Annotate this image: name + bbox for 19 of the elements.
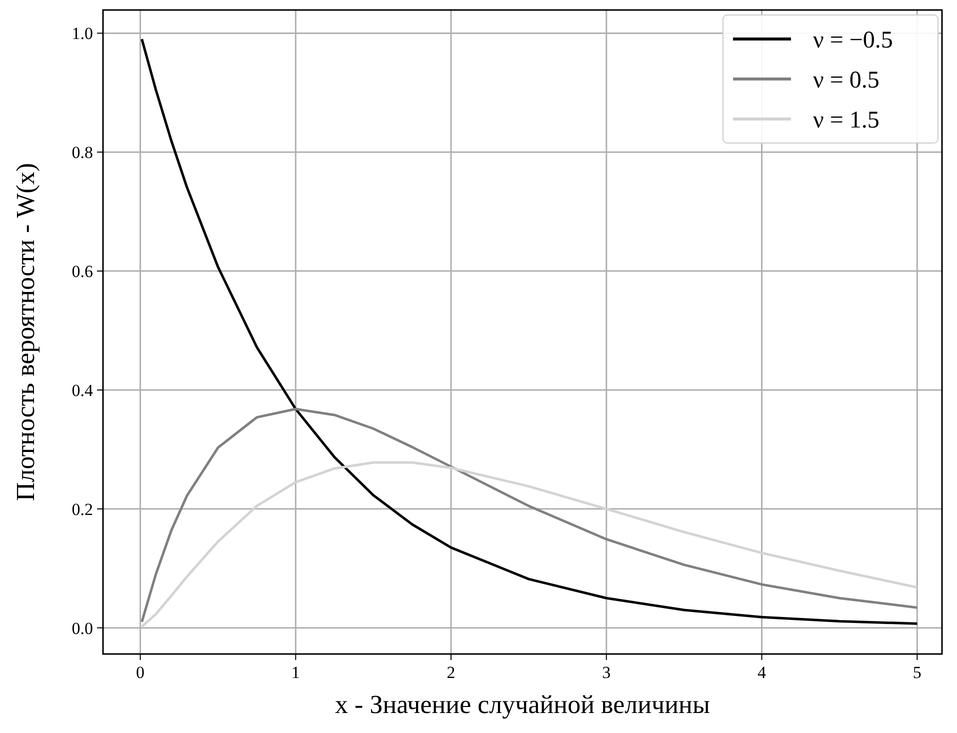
x-axis-title: x - Значение случайной величины: [335, 690, 710, 719]
x-tick-label: 0: [136, 663, 145, 682]
legend-label: ν = −0.5: [813, 27, 893, 54]
y-tick-label: 1.0: [72, 24, 93, 44]
legend-label: ν = 1.5: [813, 107, 880, 134]
line-series: [140, 461, 918, 628]
y-tick-label: 0.2: [72, 500, 93, 519]
y-tick-label: 0.6: [72, 262, 93, 281]
y-axis-title: Плотность вероятности - W(x): [11, 163, 40, 501]
y-tick-label: 0.4: [72, 380, 94, 400]
y-tick-label: 0.0: [72, 618, 93, 638]
line-series: [140, 408, 918, 624]
y-tick-label: 0.8: [72, 143, 93, 162]
x-tick-label: 5: [912, 663, 922, 682]
legend-label: ν = 0.5: [813, 67, 880, 94]
x-tick-label: 1: [291, 663, 300, 682]
x-tick-label: 4: [758, 663, 767, 682]
x-tick-label: 3: [602, 663, 611, 682]
x-tick-label: 2: [446, 663, 456, 682]
